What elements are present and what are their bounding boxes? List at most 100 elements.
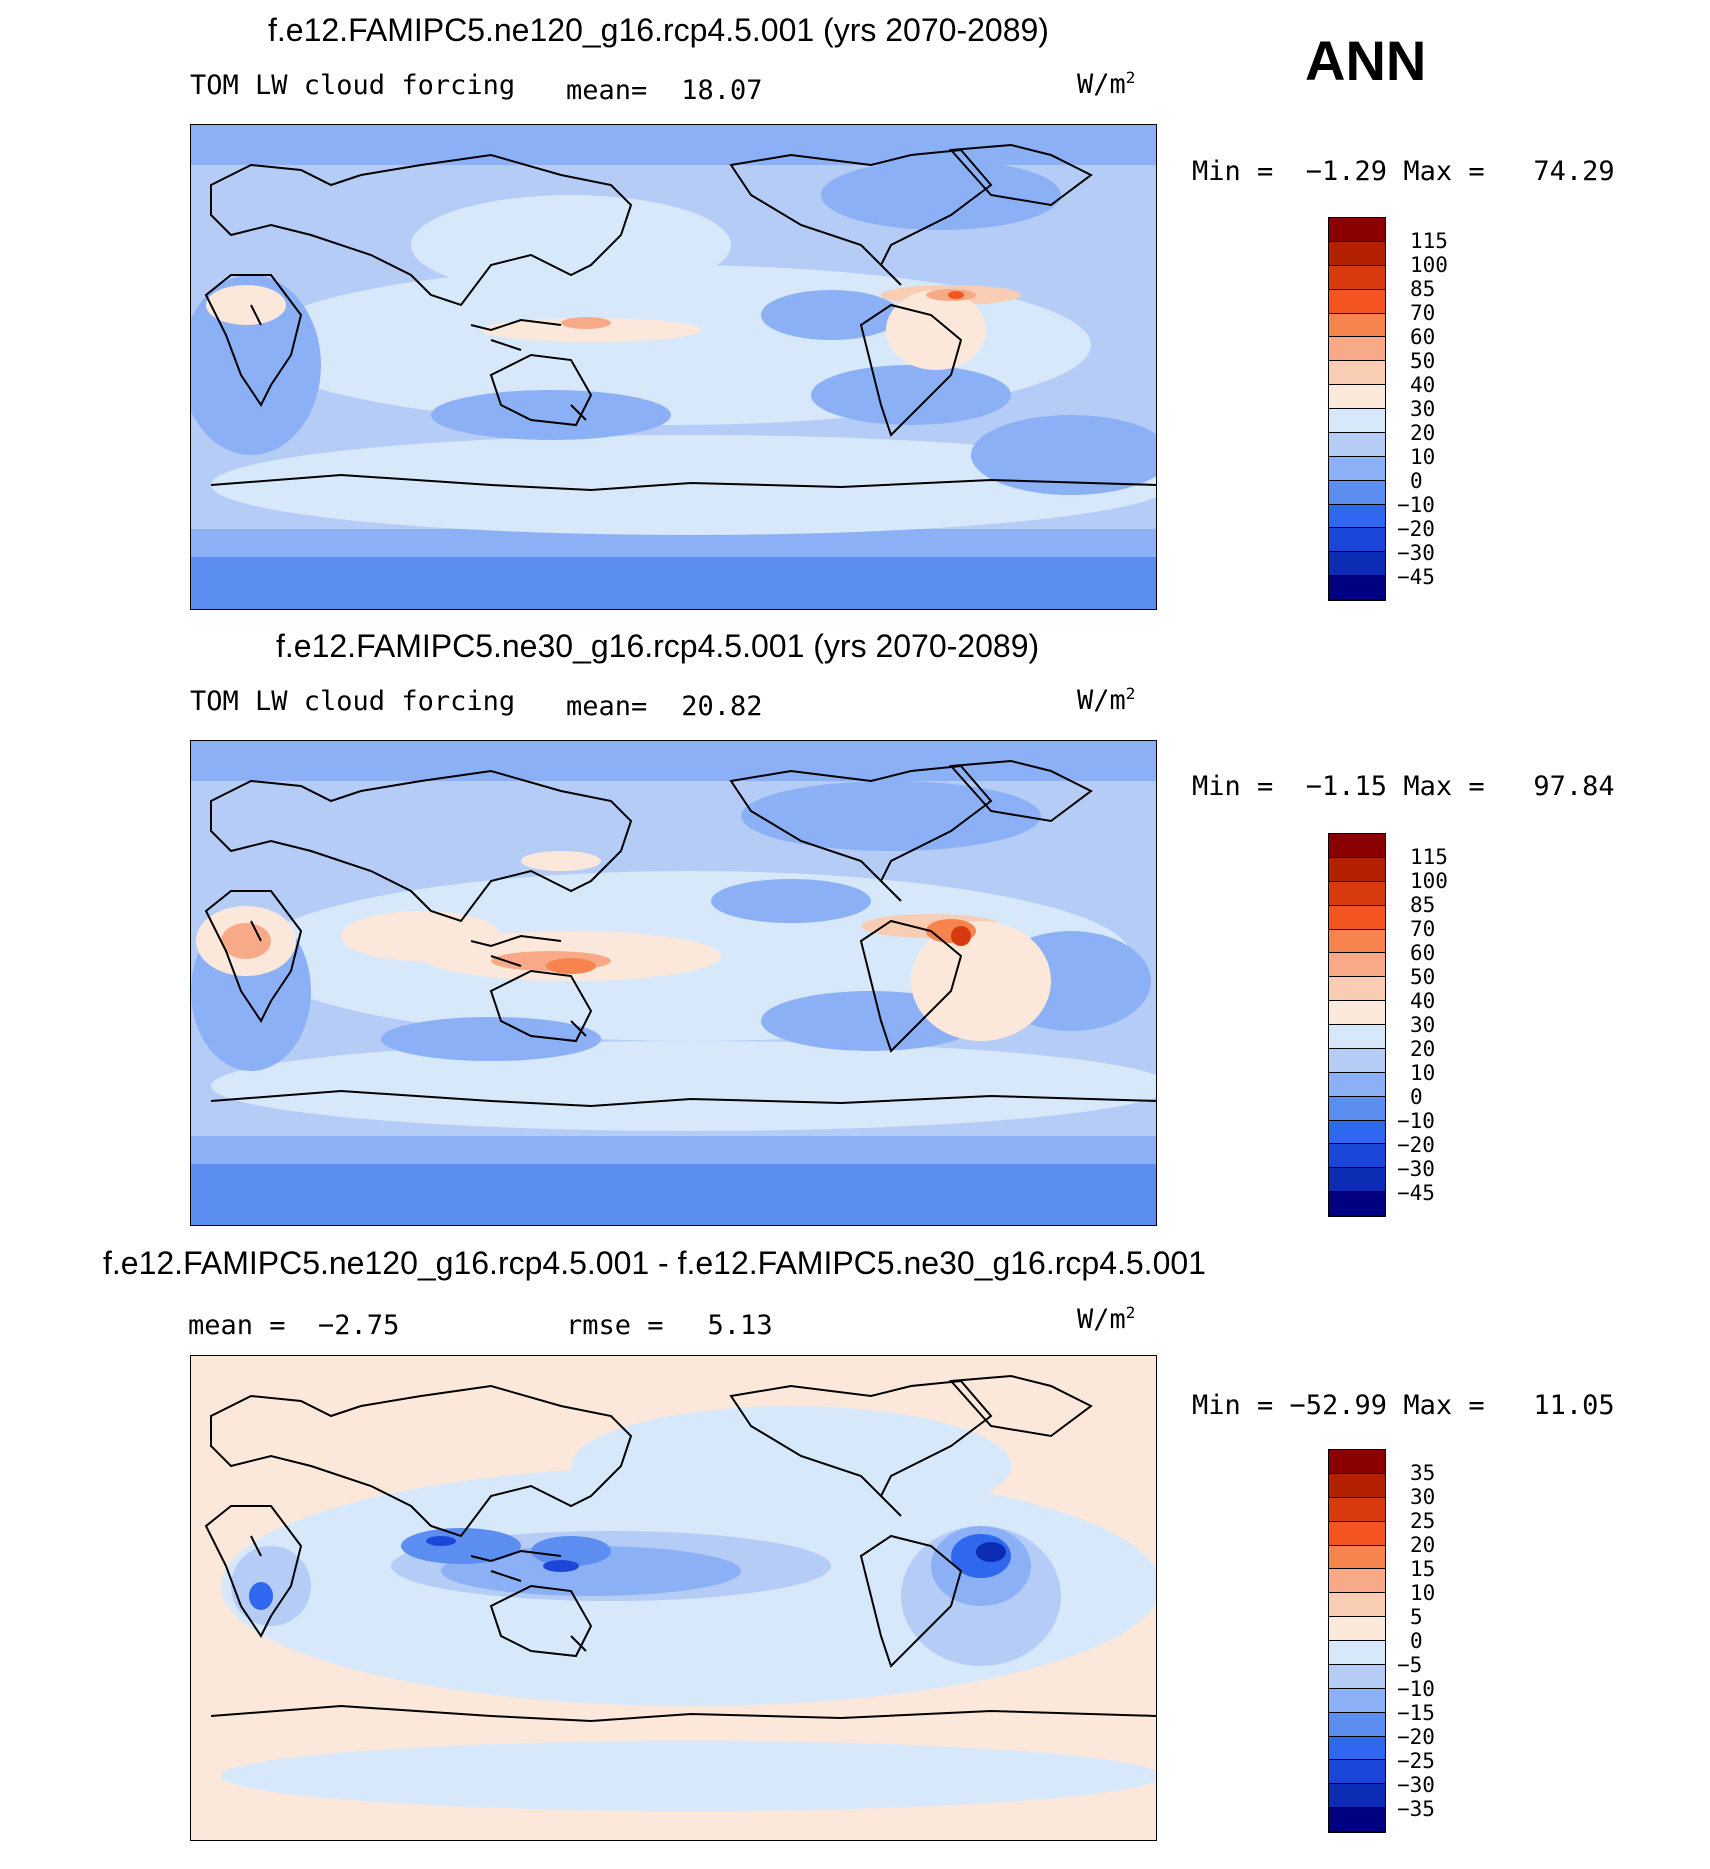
colorbar-swatch — [1329, 1569, 1385, 1594]
colorbar-tick-label: 60 — [1410, 325, 1436, 349]
panel-1-units: W/m2 — [1077, 68, 1136, 100]
season-label: ANN — [1305, 29, 1427, 92]
colorbar-swatch — [1329, 834, 1385, 858]
panel-2-min-max: Min = −1.15 Max = 97.84 — [1192, 771, 1615, 802]
panel-1-colorbar — [1328, 217, 1386, 601]
panel-2-title: f.e12.FAMIPC5.ne30_g16.rcp4.5.001 (yrs 2… — [276, 628, 1040, 664]
panel-1-min-max: Min = −1.29 Max = 74.29 — [1192, 156, 1615, 187]
panel-1-mean-value: 18.07 — [681, 75, 763, 106]
colorbar-swatch — [1329, 1760, 1385, 1785]
panel-2-mean: mean= 20.82 — [566, 691, 763, 722]
colorbar-swatch — [1329, 289, 1385, 314]
colorbar-tick-label: 40 — [1410, 373, 1436, 397]
colorbar-swatch — [1329, 313, 1385, 338]
panel-3-mean: mean = −2.75 — [188, 1310, 400, 1341]
colorbar-tick-label: 35 — [1410, 1461, 1436, 1485]
colorbar-swatch — [1329, 1664, 1385, 1689]
colorbar-tick-label: 70 — [1410, 301, 1436, 325]
panel-3-min-max: Min = −52.99 Max = 11.05 — [1192, 1390, 1615, 1421]
panel-1-mean: mean= 18.07 — [566, 75, 763, 106]
colorbar-tick-label: 10 — [1410, 1581, 1436, 1605]
colorbar-tick-label: 50 — [1410, 349, 1436, 373]
colorbar-tick-label: −20 — [1397, 1133, 1435, 1157]
colorbar-tick-label: −30 — [1397, 541, 1435, 565]
colorbar-tick-label: 40 — [1410, 989, 1436, 1013]
colorbar-tick-label: −5 — [1397, 1653, 1423, 1677]
colorbar-tick-label: −15 — [1397, 1701, 1435, 1725]
colorbar-tick-label: 30 — [1410, 397, 1436, 421]
panel-2-units: W/m2 — [1077, 684, 1136, 716]
colorbar-swatch — [1329, 1168, 1385, 1193]
colorbar-swatch — [1329, 504, 1385, 529]
colorbar-tick-label: 70 — [1410, 917, 1436, 941]
colorbar-tick-label: 5 — [1410, 1605, 1423, 1629]
colorbar-swatch — [1329, 1641, 1385, 1665]
colorbar-tick-label: 10 — [1410, 445, 1436, 469]
colorbar-tick-label: −30 — [1397, 1157, 1435, 1181]
colorbar-tick-label: 100 — [1410, 253, 1448, 277]
colorbar-tick-label: 10 — [1410, 1061, 1436, 1085]
colorbar-swatch — [1329, 953, 1385, 978]
colorbar-swatch — [1329, 1521, 1385, 1546]
panel-1-map — [190, 124, 1157, 610]
colorbar-swatch — [1329, 929, 1385, 954]
colorbar-swatch — [1329, 432, 1385, 457]
colorbar-tick-label: 115 — [1410, 845, 1448, 869]
panel-3-units: W/m2 — [1077, 1303, 1136, 1335]
colorbar-swatch — [1329, 1593, 1385, 1618]
colorbar-swatch — [1329, 905, 1385, 930]
panel-2-mean-value: 20.82 — [681, 691, 763, 722]
colorbar-swatch — [1329, 480, 1385, 505]
colorbar-tick-label: 0 — [1410, 469, 1423, 493]
colorbar-swatch — [1329, 552, 1385, 577]
panel-2-map — [190, 740, 1157, 1226]
colorbar-swatch — [1329, 881, 1385, 906]
panel-1-title: f.e12.FAMIPC5.ne120_g16.rcp4.5.001 (yrs … — [268, 12, 1049, 48]
colorbar-swatch — [1329, 1617, 1385, 1641]
colorbar-swatch — [1329, 456, 1385, 481]
colorbar-swatch — [1329, 1120, 1385, 1145]
colorbar-swatch — [1329, 1712, 1385, 1737]
colorbar-tick-label: −20 — [1397, 517, 1435, 541]
colorbar-swatch — [1329, 241, 1385, 266]
colorbar-swatch — [1329, 1025, 1385, 1049]
colorbar-tick-label: 25 — [1410, 1509, 1436, 1533]
colorbar-swatch — [1329, 1736, 1385, 1761]
colorbar-tick-label: −10 — [1397, 493, 1435, 517]
colorbar-tick-label: −45 — [1397, 1181, 1435, 1205]
colorbar-swatch — [1329, 337, 1385, 362]
colorbar-tick-label: 115 — [1410, 229, 1448, 253]
colorbar-tick-label: 50 — [1410, 965, 1436, 989]
colorbar-swatch — [1329, 1072, 1385, 1097]
colorbar-tick-label: −45 — [1397, 565, 1435, 589]
panel-3-title: f.e12.FAMIPC5.ne120_g16.rcp4.5.001 - f.e… — [103, 1245, 1206, 1281]
colorbar-tick-label: −30 — [1397, 1773, 1435, 1797]
colorbar-swatch — [1329, 218, 1385, 242]
colorbar-swatch — [1329, 1096, 1385, 1121]
colorbar-swatch — [1329, 409, 1385, 433]
panel-1-mean-label: mean= — [566, 75, 648, 106]
panel-2-variable-label: TOM LW cloud forcing — [190, 686, 516, 717]
colorbar-swatch — [1329, 1144, 1385, 1169]
colorbar-tick-label: −20 — [1397, 1725, 1435, 1749]
panel-3-rmse-label: rmse = — [566, 1310, 664, 1341]
colorbar-tick-label: 0 — [1410, 1085, 1423, 1109]
colorbar-tick-label: −10 — [1397, 1109, 1435, 1133]
colorbar-tick-label: 20 — [1410, 421, 1436, 445]
colorbar-swatch — [1329, 1450, 1385, 1474]
colorbar-swatch — [1329, 1688, 1385, 1713]
colorbar-tick-label: 20 — [1410, 1037, 1436, 1061]
colorbar-tick-label: 30 — [1410, 1013, 1436, 1037]
colorbar-swatch — [1329, 1473, 1385, 1498]
colorbar-swatch — [1329, 361, 1385, 386]
panel-3-rmse: rmse = 5.13 — [566, 1310, 773, 1341]
colorbar-swatch — [1329, 1001, 1385, 1025]
colorbar-tick-label: 30 — [1410, 1485, 1436, 1509]
colorbar-tick-label: 100 — [1410, 869, 1448, 893]
colorbar-swatch — [1329, 1497, 1385, 1522]
colorbar-swatch — [1329, 857, 1385, 882]
panel-3-colorbar — [1328, 1449, 1386, 1833]
colorbar-swatch — [1329, 576, 1385, 600]
panel-2-colorbar — [1328, 833, 1386, 1217]
colorbar-tick-label: 0 — [1410, 1629, 1423, 1653]
